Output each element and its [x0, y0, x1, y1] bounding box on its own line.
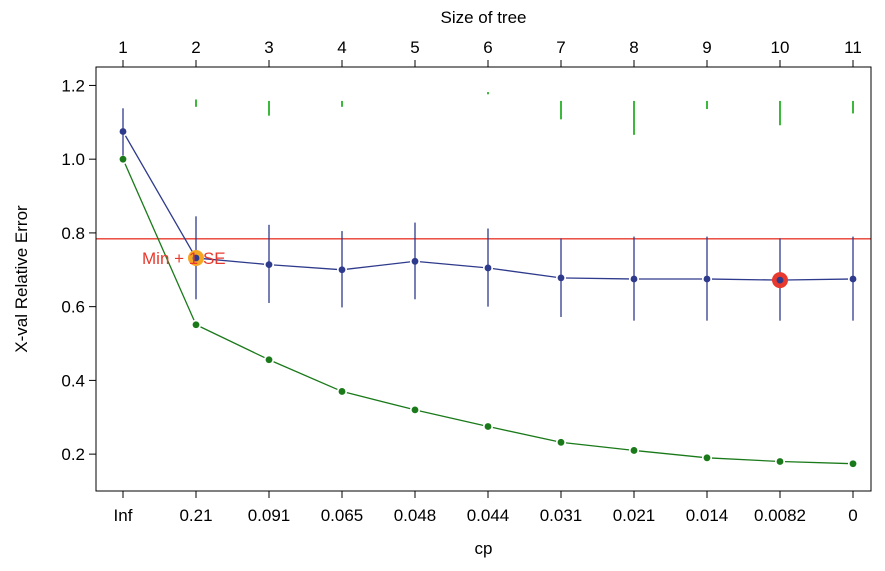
- rel-error-point: [484, 423, 492, 430]
- xval-error-point: [338, 266, 346, 274]
- y-axis-title: X-val Relative Error: [12, 205, 31, 353]
- series-layer: [119, 92, 857, 468]
- rel-error-point: [411, 406, 419, 414]
- x-tick-label: 0.014: [686, 506, 729, 525]
- rel-error-point: [557, 438, 565, 446]
- min-1se-label: Min + 1 SE: [142, 249, 226, 268]
- xval-error-point: [484, 264, 492, 272]
- rel-error-point: [703, 454, 711, 462]
- y-tick-label: 1.0: [61, 150, 85, 169]
- y-tick-label: 0.8: [61, 224, 85, 243]
- x-tick-label: 0.091: [248, 506, 291, 525]
- xval-error-point: [411, 257, 419, 265]
- x-tick-label: 0.21: [179, 506, 212, 525]
- x-tick-label: 0.0082: [754, 506, 806, 525]
- x-tick-label: 0.048: [394, 506, 437, 525]
- y-tick-label: 0.6: [61, 298, 85, 317]
- xval-error-point: [849, 275, 857, 283]
- xval-error-point: [703, 275, 711, 283]
- series-segment: [638, 450, 703, 458]
- x-tick-label: 0.031: [540, 506, 583, 525]
- x-tick-label: 0.065: [321, 506, 364, 525]
- y-tick-label: 1.2: [61, 76, 85, 95]
- y-tick-label: 0.2: [61, 445, 85, 464]
- series-segment: [784, 461, 849, 465]
- xval-error-point: [265, 261, 273, 269]
- plot-frame: [95, 66, 872, 492]
- series-segment: [200, 326, 265, 359]
- series-segment: [273, 361, 338, 391]
- series-segment: [200, 257, 265, 265]
- series-segment: [124, 163, 195, 321]
- series-segment: [346, 392, 411, 410]
- top-tick-label: 5: [410, 38, 419, 57]
- series-segment: [346, 261, 411, 270]
- top-tick-label: 8: [629, 38, 638, 57]
- x-tick-label: 0.044: [467, 506, 510, 525]
- series-segment: [565, 442, 630, 451]
- series-segment: [492, 426, 557, 442]
- top-tick-label: 4: [337, 38, 346, 57]
- top-tick-label: 3: [264, 38, 273, 57]
- min-error-point: [776, 276, 784, 284]
- rel-error-point: [119, 155, 127, 163]
- top-tick-label: 6: [483, 38, 492, 57]
- rel-error-point: [630, 447, 638, 454]
- series-segment: [784, 278, 849, 281]
- rel-error-point: [338, 388, 346, 395]
- top-tick-label: 7: [556, 38, 565, 57]
- rel-error-point: [192, 321, 200, 329]
- series-segment: [492, 267, 557, 278]
- x-tick-label: Inf: [114, 506, 133, 525]
- top-tick-label: 1: [118, 38, 127, 57]
- xval-error-point: [557, 274, 565, 282]
- top-tick-label: 10: [771, 38, 790, 57]
- highlight-layer: [188, 249, 788, 289]
- x-axis-title: cp: [475, 539, 493, 558]
- series-segment: [711, 278, 776, 281]
- top-tick-label: 11: [844, 38, 862, 57]
- xval-error-point: [119, 128, 127, 135]
- axes-layer: 0.2 0.4 0.6 0.8 1.0 1.2 Inf 0.21 0.091 0.065 0.048…: [61, 38, 861, 525]
- rel-error-point: [265, 356, 273, 364]
- top-axis-title: Size of tree: [441, 8, 527, 27]
- series-segment: [711, 457, 776, 462]
- top-tick-label: 9: [702, 38, 711, 57]
- series-segment: [565, 277, 630, 280]
- y-tick-label: 0.4: [61, 371, 85, 390]
- rel-error-point: [776, 458, 784, 465]
- series-segment: [124, 135, 195, 254]
- min-1se-point: [192, 254, 200, 262]
- top-tick-label: 2: [191, 38, 200, 57]
- series-segment: [419, 261, 484, 269]
- series-segment: [419, 410, 484, 427]
- x-tick-label: 0.021: [613, 506, 656, 525]
- xval-error-point: [630, 275, 638, 283]
- series-segment: [273, 264, 338, 271]
- rel-error-point: [849, 460, 857, 468]
- x-tick-label: 0: [848, 506, 857, 525]
